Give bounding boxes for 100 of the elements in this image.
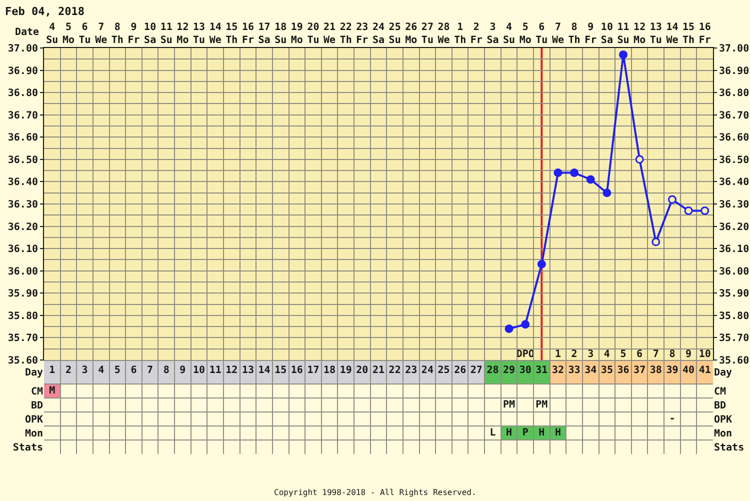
x2-tick-label: 10 Sa (600, 22, 613, 46)
x2-tick-label: 4 Su (503, 22, 516, 46)
x2-tick-label: 12 Mo (176, 22, 189, 46)
y-tick-label: OPK (24, 414, 43, 426)
text: M (49, 386, 56, 396)
x-tick-label: 4 (98, 365, 104, 376)
text: H (554, 428, 562, 438)
x-tick-label: 28 (486, 365, 499, 376)
x-tick-label: 33 (568, 365, 580, 376)
y2-tick-label: OPK (714, 414, 732, 426)
x-tick-label: 30 (519, 365, 532, 376)
x-tick-label: 18 (324, 365, 336, 376)
y-tick-label: CM (30, 386, 43, 398)
y2-tick-label: 36.00 (719, 266, 750, 278)
x-tick-label: 41 (698, 365, 711, 376)
x2-tick-label: 12 Mo (634, 22, 646, 46)
y2-tick-label: 35.80 (719, 310, 750, 322)
x2-tick-label: 5 Mo (519, 22, 532, 46)
y-tick-label: 37.00 (8, 44, 38, 54)
point (554, 168, 562, 178)
y2-tick-label: 36.90 (719, 66, 750, 77)
x2-tick-label: 15 Th (682, 22, 695, 46)
y-tick-label: 36.10 (8, 244, 38, 256)
y2-tick-label: 35.60 (719, 356, 750, 366)
y-tick-label: 35.60 (8, 356, 38, 366)
point (700, 206, 710, 215)
x-tick-label: 19 (340, 365, 352, 376)
y-tick-label: 36.20 (8, 222, 38, 233)
y-tick-label: Mon (24, 428, 43, 440)
point (652, 238, 660, 246)
x-tick-label: 7 (652, 349, 659, 360)
x2-tick-label: 26 Mo (405, 22, 418, 46)
y2-tick-label: Day (714, 368, 732, 378)
point (635, 155, 644, 164)
text: L (490, 428, 496, 438)
x-tick-label: 3 (588, 349, 594, 360)
y2-tick-label: 36.20 (719, 222, 750, 233)
text: - (669, 414, 676, 424)
x2-tick-label: 9 Fr (128, 22, 140, 46)
y2-tick-label: 36.30 (719, 200, 750, 210)
y2-tick-label: 36.10 (719, 244, 750, 256)
x-tick-label: 20 (356, 365, 368, 376)
x-tick-label: 34 (584, 365, 597, 376)
x-tick-label: 5 (114, 365, 120, 376)
text: Copyright 1998-2018 - All Rights Reserved. (274, 488, 476, 497)
x-tick-label: 25 (438, 365, 450, 376)
x2-tick-label: 23 Fr (356, 22, 368, 46)
y2-tick-label: BD (714, 400, 726, 412)
x-tick-label: 9 (686, 349, 692, 360)
point (619, 50, 628, 59)
x2-tick-label: 10 Sa (144, 22, 156, 46)
y2-tick-label: 37.00 (719, 44, 750, 54)
x-tick-label: 38 (650, 365, 662, 376)
x2-tick-label: 8 Th (568, 22, 580, 46)
x2-tick-label: 14 We (666, 22, 678, 46)
x2-tick-label: 25 Su (388, 22, 401, 46)
x-tick-label: 16 (290, 365, 303, 376)
y2-tick-label: 36.60 (719, 132, 750, 144)
x2-tick-label: 4 Su (46, 22, 58, 46)
x2-tick-label: 24 Sa (372, 22, 385, 46)
x-tick-label: 36 (617, 365, 630, 376)
x-tick-label: 6 (636, 349, 643, 360)
text: PM (503, 400, 516, 410)
x2-tick-label: 16 Fr (242, 22, 254, 46)
x-tick-label: 24 (421, 365, 434, 376)
y2-tick-label: Stats (714, 442, 744, 454)
point (521, 320, 530, 329)
y2-tick-label: 36.50 (719, 154, 750, 166)
x-tick-label: 3 (82, 365, 88, 376)
x-tick-label: 39 (666, 365, 678, 376)
y-tick-label: 36.00 (8, 266, 38, 278)
x2-tick-label: 7 We (95, 22, 108, 46)
x-tick-label: 11 (209, 365, 222, 376)
x-tick-label: 13 (242, 365, 254, 376)
y-tick-label: 36.40 (8, 177, 38, 188)
y-tick-label: 35.70 (8, 333, 38, 344)
text: H (538, 428, 545, 438)
x2-tick-label: 1 Th (454, 22, 466, 46)
x-tick-label: 14 (258, 365, 270, 376)
x2-tick-label: 22 Th (340, 22, 352, 46)
x-tick-label: 8 (669, 349, 676, 360)
x2-tick-label: 14 We (209, 22, 222, 46)
x-tick-label: 15 (274, 365, 287, 376)
y-tick-label: 35.90 (8, 288, 38, 300)
y-tick-label: 36.90 (8, 66, 38, 77)
x2-tick-label: 11 Su (160, 22, 172, 46)
y-tick-label: 36.50 (8, 154, 38, 166)
x2-tick-label: 17 Sa (258, 22, 270, 46)
x2-tick-label: 16 Fr (698, 22, 711, 46)
y2-tick-label: 36.40 (719, 177, 750, 188)
y2-tick-label: 35.90 (719, 288, 750, 300)
x2-tick-label: 6 Tu (536, 22, 548, 46)
y-tick-label: 36.60 (8, 132, 38, 144)
x2-tick-label: 2 Fr (470, 22, 482, 46)
x-tick-label: 21 (372, 365, 385, 376)
x-tick-label: 31 (536, 365, 548, 376)
x2-tick-label: 9 Fr (584, 22, 597, 46)
x2-tick-label: 19 Mo (290, 22, 303, 46)
x2-tick-label: 27 Tu (421, 22, 434, 46)
x-tick-label: 29 (503, 365, 516, 376)
